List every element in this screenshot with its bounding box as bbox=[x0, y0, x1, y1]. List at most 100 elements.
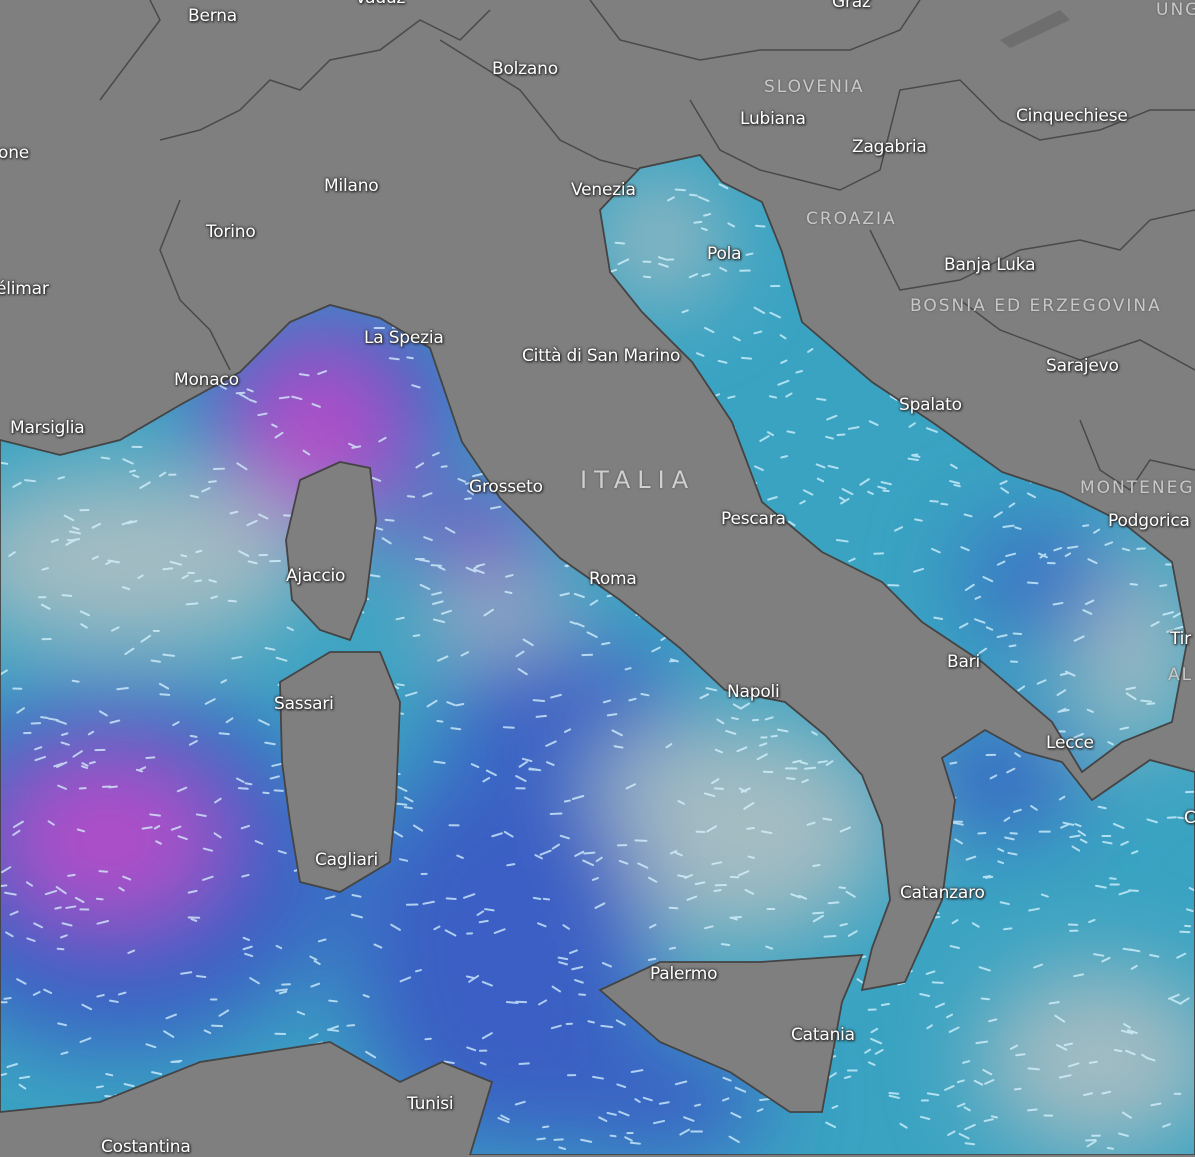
wind-streak bbox=[7, 315, 13, 318]
city-label-lecce[interactable]: Lecce bbox=[1046, 733, 1094, 753]
wind-streak bbox=[971, 439, 978, 442]
city-label-marsiglia[interactable]: Marsiglia bbox=[10, 418, 85, 438]
wind-streak bbox=[4, 998, 10, 999]
city-label-palermo[interactable]: Palermo bbox=[650, 964, 717, 984]
wind-streak bbox=[1095, 194, 1103, 196]
wind-streak bbox=[106, 1074, 112, 1075]
wind-streak bbox=[285, 1116, 293, 1121]
city-label-milano[interactable]: Milano bbox=[324, 176, 379, 196]
wind-streak bbox=[929, 152, 933, 155]
wind-streak bbox=[698, 402, 707, 408]
city-label-graz[interactable]: Graz bbox=[832, 0, 871, 12]
wind-streak bbox=[1181, 302, 1189, 305]
wind-streak bbox=[104, 1109, 115, 1110]
city-label-pescara[interactable]: Pescara bbox=[721, 509, 786, 529]
wind-streak bbox=[537, 508, 546, 512]
city-label-monaco[interactable]: Monaco bbox=[174, 370, 239, 390]
city-label-sassari[interactable]: Sassari bbox=[274, 694, 334, 714]
wind-streak bbox=[150, 197, 158, 203]
wind-streak bbox=[100, 871, 108, 872]
wind-streak bbox=[463, 165, 469, 167]
city-label-tunisi[interactable]: Tunisi bbox=[407, 1094, 453, 1114]
wind-streak bbox=[823, 819, 831, 820]
wind-streak bbox=[1099, 807, 1106, 808]
city-label-ajaccio[interactable]: Ajaccio bbox=[286, 566, 345, 586]
city-label-san-marino[interactable]: Città di San Marino bbox=[522, 346, 680, 366]
wind-streak bbox=[787, 431, 794, 432]
wind-streak bbox=[514, 332, 521, 336]
wind-streak bbox=[679, 513, 684, 515]
wind-streak bbox=[146, 395, 150, 397]
city-label-roma[interactable]: Roma bbox=[589, 569, 637, 589]
city-label-partial[interactable]: one bbox=[0, 143, 29, 163]
wind-streak bbox=[532, 309, 541, 314]
wind-streak bbox=[897, 303, 905, 304]
wind-streak bbox=[534, 317, 542, 319]
wind-streak bbox=[534, 700, 544, 701]
wind-streak bbox=[615, 746, 623, 747]
city-label-vaduz[interactable]: Vaduz bbox=[355, 0, 405, 8]
wind-streak bbox=[1140, 221, 1145, 223]
city-label-la-spezia[interactable]: La Spezia bbox=[364, 328, 444, 348]
wind-streak bbox=[1063, 425, 1071, 429]
wind-streak bbox=[234, 1064, 241, 1066]
city-label-banja-luka[interactable]: Banja Luka bbox=[944, 255, 1035, 275]
wind-streak bbox=[821, 154, 828, 157]
city-label-berna[interactable]: Berna bbox=[188, 6, 237, 26]
wind-streak bbox=[0, 885, 6, 886]
city-label-bari[interactable]: Bari bbox=[947, 652, 980, 672]
wind-streak bbox=[35, 1138, 44, 1143]
wind-streak bbox=[257, 315, 266, 321]
wind-streak bbox=[292, 315, 299, 316]
city-label-torino[interactable]: Torino bbox=[206, 222, 256, 242]
wind-streak bbox=[344, 1090, 350, 1091]
city-label-zagabria[interactable]: Zagabria bbox=[852, 137, 927, 157]
wind-streak bbox=[1063, 200, 1069, 201]
wind-streak bbox=[813, 913, 823, 914]
wind-streak bbox=[130, 187, 135, 189]
wind-streak bbox=[163, 655, 174, 656]
city-label-tirana[interactable]: Tir bbox=[1170, 629, 1191, 649]
wind-streak bbox=[460, 357, 468, 358]
city-label-podgorica[interactable]: Podgorica bbox=[1108, 511, 1190, 531]
wind-streak bbox=[434, 762, 444, 763]
wind-streak bbox=[414, 635, 420, 636]
city-label-venezia[interactable]: Venezia bbox=[571, 180, 636, 200]
wind-streak bbox=[747, 254, 753, 255]
wind-streak bbox=[11, 363, 18, 367]
city-label-spalato[interactable]: Spalato bbox=[899, 395, 962, 415]
wind-streak bbox=[893, 870, 899, 872]
city-label-montelimar[interactable]: élimar bbox=[0, 279, 49, 299]
wind-streak bbox=[1148, 177, 1156, 182]
city-label-napoli[interactable]: Napoli bbox=[727, 682, 780, 702]
wind-streak bbox=[885, 175, 893, 179]
city-label-cagliari[interactable]: Cagliari bbox=[315, 850, 378, 870]
wind-streak bbox=[1137, 184, 1146, 188]
city-label-lubiana[interactable]: Lubiana bbox=[740, 109, 806, 129]
wind-streak bbox=[107, 378, 116, 379]
city-label-costantina[interactable]: Costantina bbox=[101, 1137, 191, 1157]
city-label-bolzano[interactable]: Bolzano bbox=[492, 59, 558, 79]
wind-streak bbox=[136, 265, 145, 270]
wind-streak bbox=[152, 661, 160, 662]
city-label-sarajevo[interactable]: Sarajevo bbox=[1046, 356, 1119, 376]
wind-streak bbox=[635, 450, 644, 452]
wind-streak bbox=[1151, 536, 1160, 538]
wind-streak bbox=[451, 1125, 456, 1127]
wind-streak bbox=[262, 1118, 270, 1120]
city-label-partial-c[interactable]: C bbox=[1184, 808, 1195, 828]
city-label-grosseto[interactable]: Grosseto bbox=[469, 477, 543, 497]
wind-streak bbox=[428, 228, 438, 230]
wind-streak bbox=[503, 280, 513, 284]
wind-streak bbox=[1138, 202, 1143, 203]
wind-streak bbox=[1117, 153, 1125, 156]
city-label-cinquechiese[interactable]: Cinquechiese bbox=[1016, 106, 1128, 126]
city-label-catanzaro[interactable]: Catanzaro bbox=[900, 883, 985, 903]
city-label-pola[interactable]: Pola bbox=[707, 244, 741, 264]
wind-streak bbox=[522, 399, 529, 403]
city-label-catania[interactable]: Catania bbox=[791, 1025, 855, 1045]
wind-streak bbox=[959, 353, 966, 356]
wind-streak bbox=[1108, 316, 1115, 319]
wind-streak bbox=[536, 170, 545, 172]
wind-streak bbox=[1190, 371, 1195, 372]
